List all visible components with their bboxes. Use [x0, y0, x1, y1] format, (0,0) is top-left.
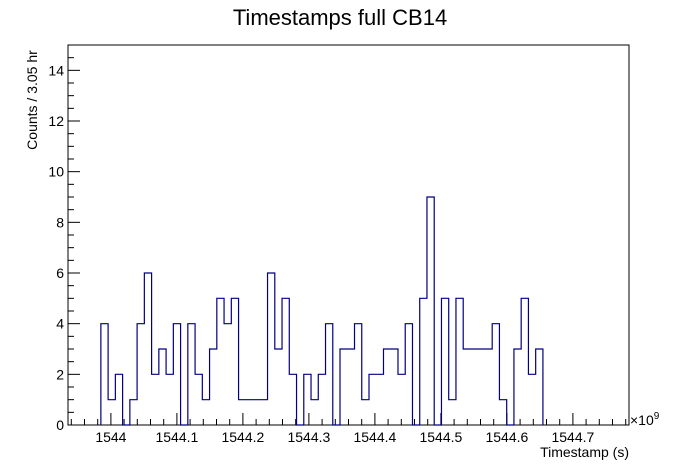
y-tick-label: 6 — [56, 265, 64, 281]
x-axis-ticks — [70, 413, 627, 425]
x-exponent-power: 9 — [654, 411, 660, 422]
chart-title: Timestamps full CB14 — [233, 5, 447, 30]
y-tick-label: 4 — [56, 316, 64, 332]
histogram-series-line — [100, 196, 544, 426]
x-tick-label: 1544.6 — [485, 429, 528, 445]
x-tick-label: 1544.3 — [287, 429, 330, 445]
x-tick-label: 1544.2 — [221, 429, 264, 445]
x-tick-label: 1544.7 — [551, 429, 594, 445]
y-tick-label: 2 — [56, 366, 64, 382]
x-exponent-base: ×10 — [630, 412, 654, 428]
x-tick-label: 1544.1 — [155, 429, 198, 445]
y-tick-label: 12 — [48, 113, 64, 129]
x-tick-label: 1544.5 — [419, 429, 462, 445]
x-tick-label: 1544.4 — [353, 429, 396, 445]
y-tick-label: 8 — [56, 214, 64, 230]
y-axis-ticks — [68, 44, 80, 426]
y-axis-label: Counts / 3.05 hr — [24, 50, 40, 150]
x-tick-labels: 1544 1544.1 1544.2 1544.3 1544.4 1544.5 1544.6… — [95, 429, 594, 445]
y-tick-label: 14 — [48, 62, 64, 78]
y-tick-label: 0 — [56, 417, 64, 433]
x-tick-label: 1544 — [95, 429, 126, 445]
x-axis-label: Timestamp (s) — [540, 444, 629, 460]
y-tick-labels: 0 2 4 6 8 10 12 14 — [48, 62, 64, 433]
y-tick-label: 10 — [48, 164, 64, 180]
x-exponent-label: ×109 — [630, 411, 660, 428]
